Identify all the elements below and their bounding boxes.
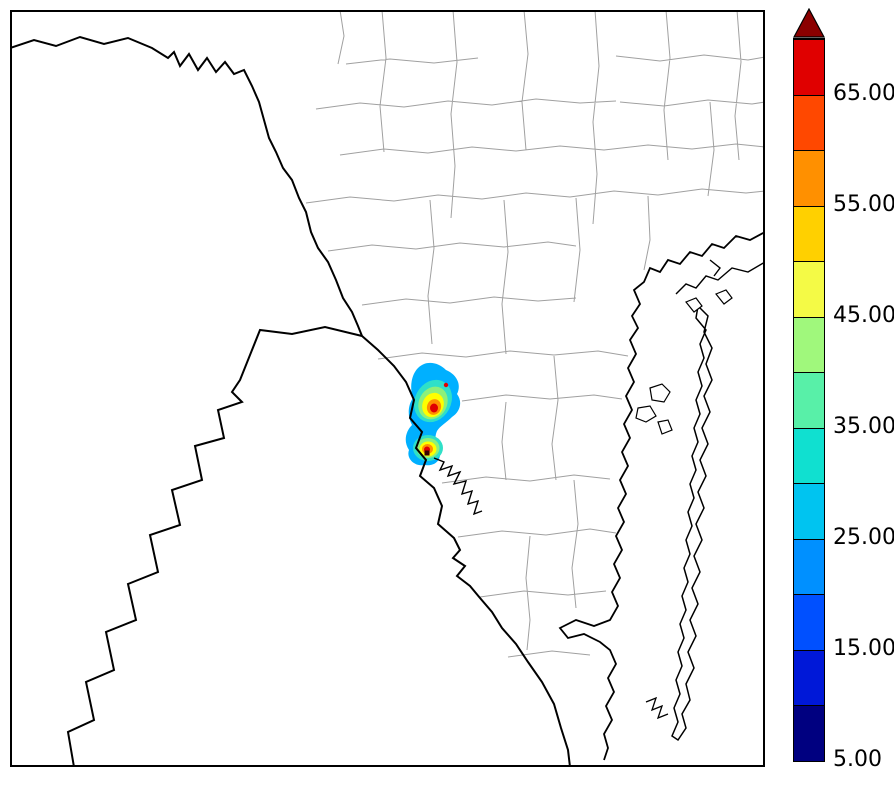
- plume-hotspot-upper: [430, 403, 438, 413]
- overflow-arrow-shape: [793, 8, 825, 38]
- lagoon-flats: [635, 289, 733, 435]
- estuary-squiggle: [433, 457, 483, 516]
- colorbar-segment-5-10: [794, 705, 824, 761]
- map-panel: [10, 10, 765, 767]
- colorbar-tick-45: 45.00: [833, 302, 894, 328]
- colorbar-tick-5: 5.00: [833, 747, 882, 772]
- colorbar-segment-25-30: [794, 483, 824, 539]
- county-boundaries: [305, 10, 765, 658]
- colorbar-bar: [793, 38, 825, 762]
- colorbar-segment-35-40: [794, 372, 824, 428]
- mainland-coastline: [558, 231, 765, 761]
- barrier-island: [671, 304, 713, 742]
- colorbar-tick-65: 65.00: [833, 80, 894, 106]
- colorbar-segment-65-70: [794, 39, 824, 95]
- west-county-border: [66, 325, 363, 767]
- source-marker: [424, 450, 430, 456]
- colorbar-segment-30-35: [794, 427, 824, 484]
- colorbar-segment-10-15: [794, 649, 824, 706]
- colorbar-segment-15-20: [794, 594, 824, 650]
- island-bottom-squiggle: [645, 696, 669, 720]
- colorbar-tick-55: 55.00: [833, 191, 894, 217]
- colorbar-tick-15: 15.00: [833, 635, 894, 661]
- colorbar-segment-20-25: [794, 538, 824, 595]
- plume-speck: [443, 382, 449, 388]
- colorbar-segment-45-50: [794, 261, 824, 317]
- map-background: [10, 10, 765, 767]
- colorbar-segment-50-55: [794, 205, 824, 262]
- colorbar-segment-40-45: [794, 316, 824, 373]
- map-frame: [10, 10, 765, 767]
- colorbar-tick-25: 25.00: [833, 524, 894, 550]
- colorbar-overflow-arrow: [793, 8, 825, 38]
- river-border: [10, 35, 363, 337]
- colorbar-segment-60-65: [794, 94, 824, 151]
- colorbar: 65.00 55.00 45.00 35.00 25.00 15.00 5.00: [793, 8, 894, 785]
- colorbar-segment-55-60: [794, 150, 824, 206]
- bay-shore-lines: [675, 259, 765, 295]
- east-county-border: [361, 335, 571, 767]
- colorbar-tick-35: 35.00: [833, 413, 894, 439]
- thick-boundaries: [10, 35, 765, 767]
- colorbar-tick-labels: 65.00 55.00 45.00 35.00 25.00 15.00 5.00: [793, 38, 894, 770]
